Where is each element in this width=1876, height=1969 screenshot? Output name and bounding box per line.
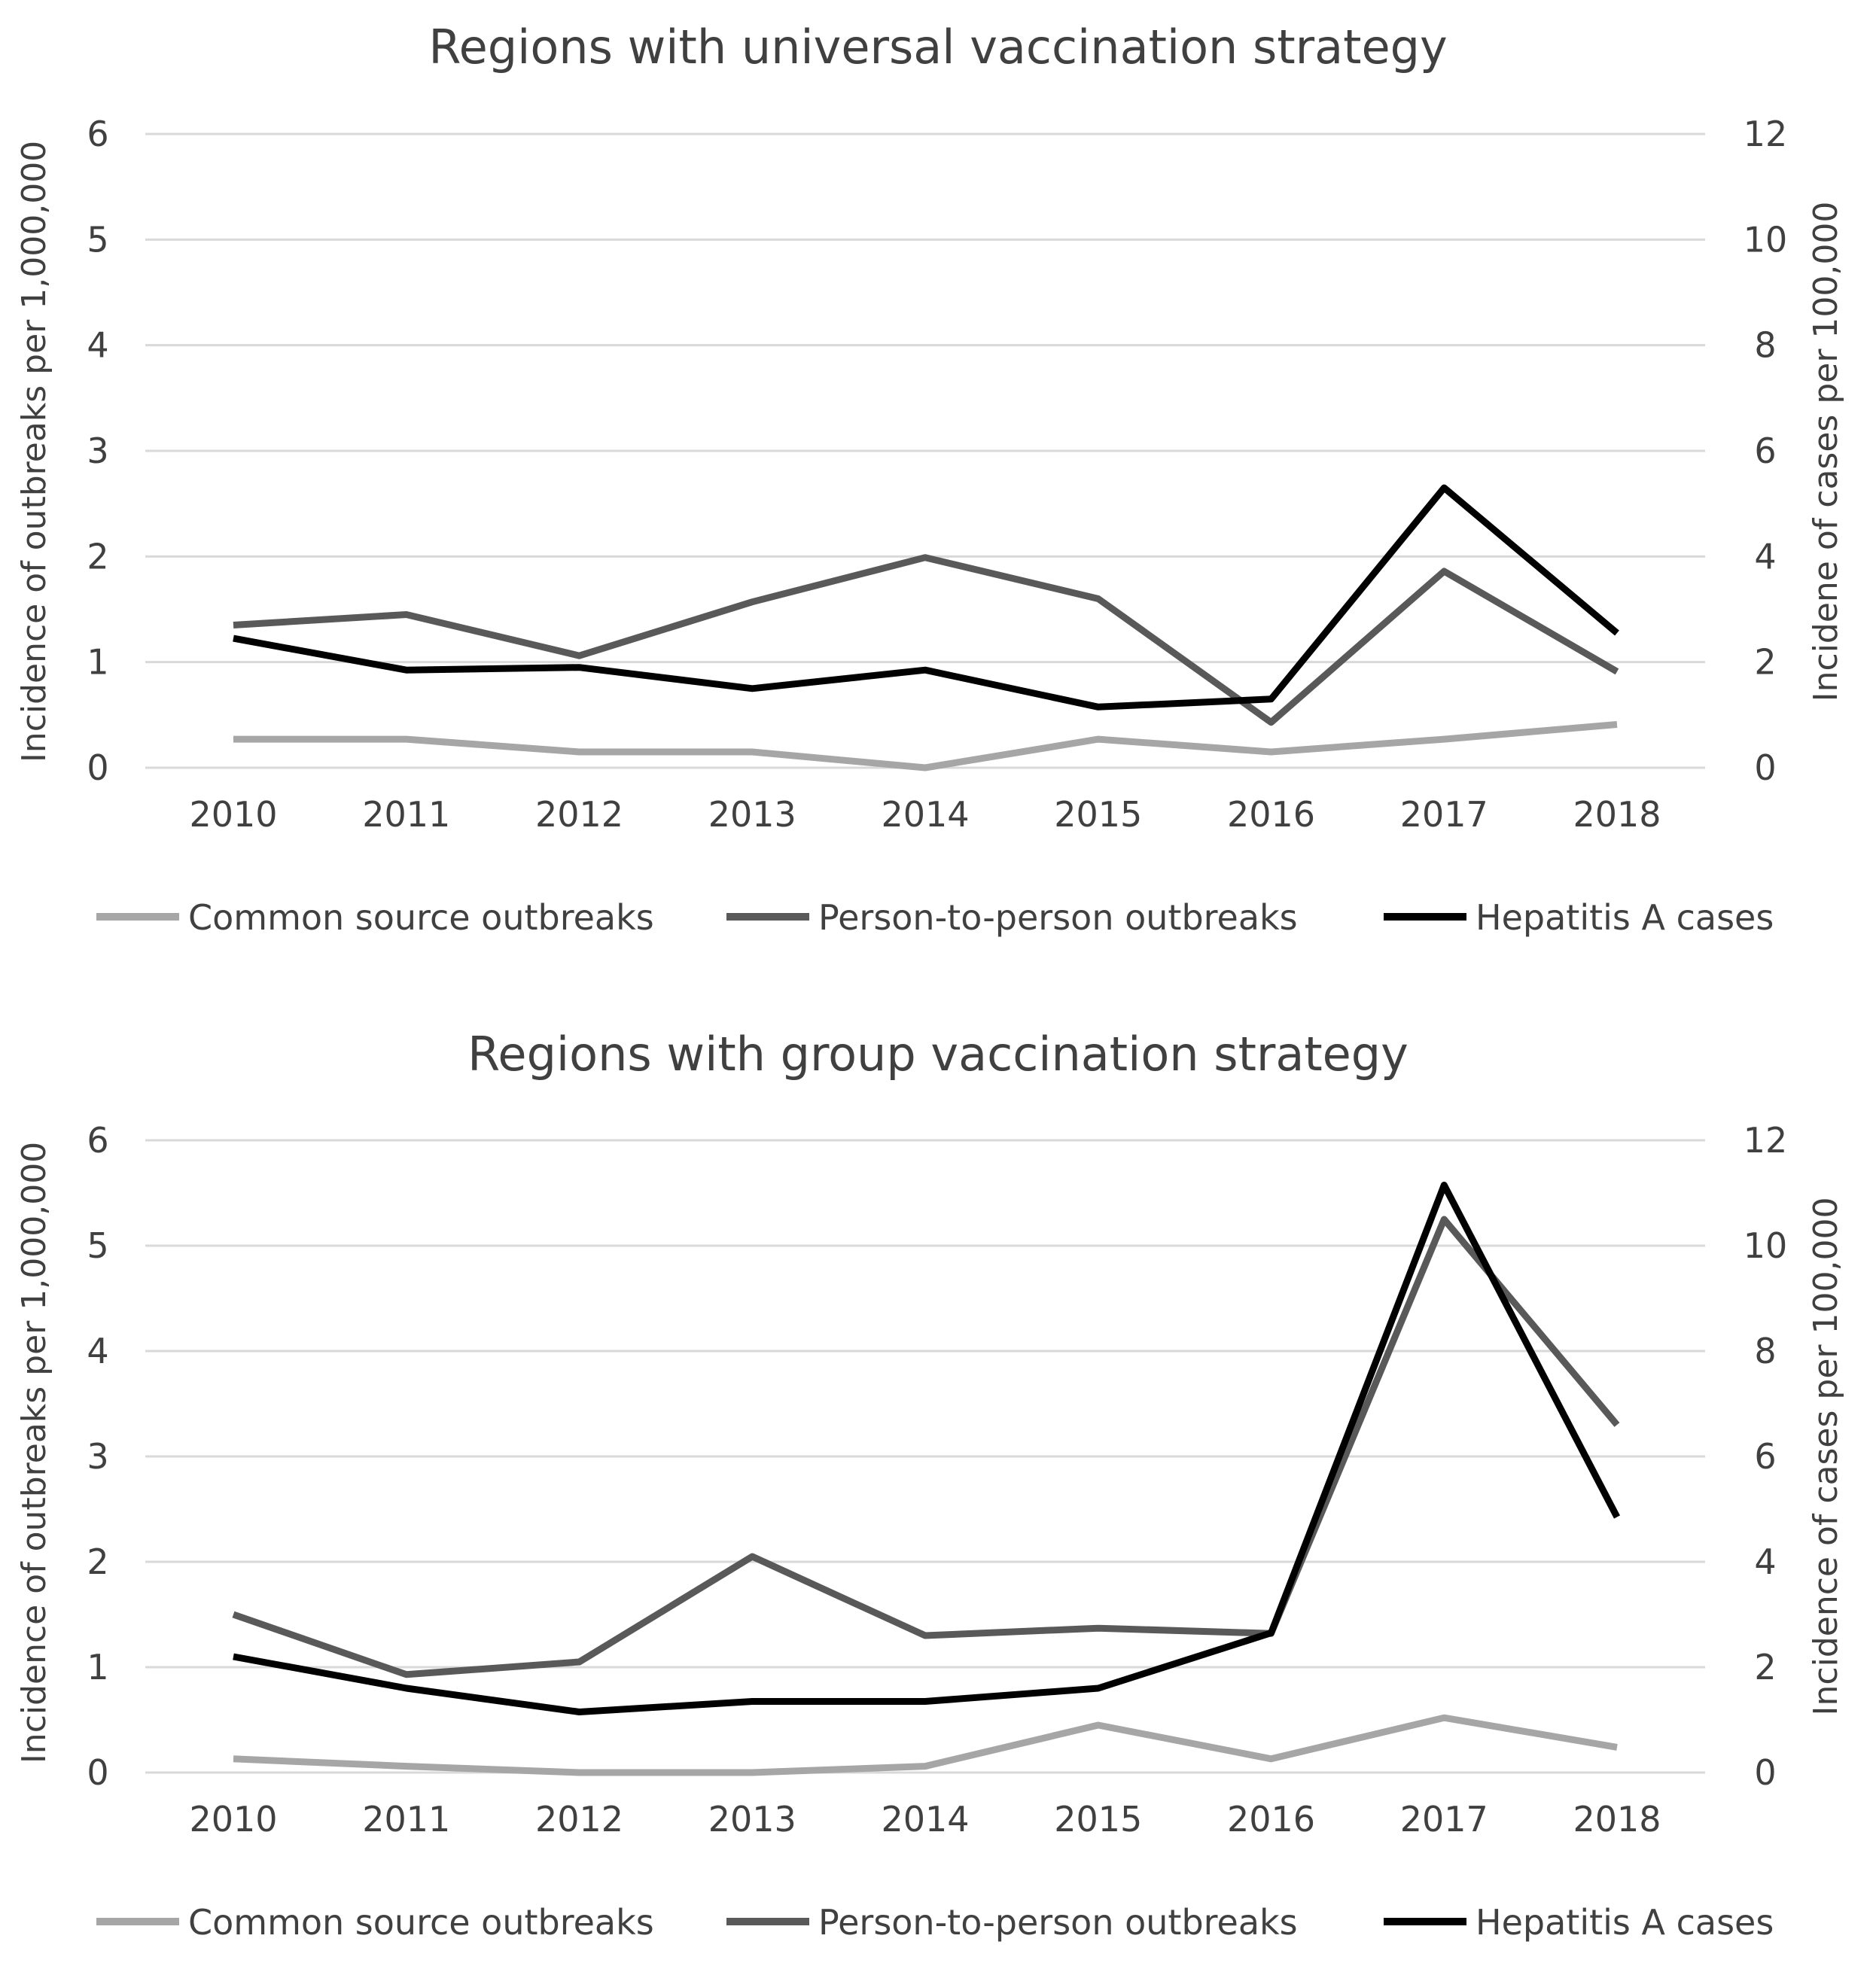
x-tick-label: 2015 (1054, 794, 1142, 835)
chart-group-vaccination: Regions with group vaccination strategy 0… (15, 1027, 1845, 1943)
y-right-tick-label: 4 (1754, 536, 1776, 577)
x-tick-label: 2017 (1400, 794, 1488, 835)
x-tick-label: 2011 (362, 1799, 450, 1840)
y-left-tick-label: 3 (87, 1436, 108, 1477)
y-left-tick-label: 1 (87, 1647, 108, 1687)
y-left-tick-label: 2 (87, 1541, 108, 1582)
y-left-tick-label: 0 (87, 1752, 108, 1793)
legend-label: Hepatitis A cases (1476, 897, 1774, 938)
x-tick-label: 2013 (708, 794, 796, 835)
y-left-axis-title: Incidence of outbreaks per 1,000,000 (15, 141, 53, 762)
y-right-tick-label: 0 (1754, 747, 1776, 788)
y-left-tick-label: 3 (87, 431, 108, 471)
chart-title: Regions with group vaccination strategy (467, 1027, 1409, 1082)
legend-label: Person-to-person outbreaks (818, 897, 1298, 938)
y-right-axis-title: Incidene of cases per 100,000 (1807, 202, 1845, 702)
y-right-tick-label: 8 (1754, 1331, 1776, 1371)
x-tick-label: 2014 (881, 794, 969, 835)
y-left-tick-label: 5 (87, 219, 108, 260)
series-line-hepatitis-a-cases (233, 1182, 1620, 1715)
y-right-tick-label: 6 (1754, 431, 1776, 471)
x-tick-label: 2016 (1227, 1799, 1315, 1840)
y-right-tick-label: 0 (1754, 1752, 1776, 1793)
chart-universal-vaccination: Regions with universal vaccination strat… (15, 20, 1845, 938)
series-line-person-to-person-outbreaks (233, 554, 1619, 726)
series-line-hepatitis-a-cases (233, 484, 1619, 711)
x-tick-label: 2012 (535, 794, 623, 835)
y-right-tick-label: 2 (1754, 642, 1776, 683)
x-tick-label: 2017 (1400, 1799, 1488, 1840)
y-left-tick-label: 6 (87, 114, 108, 154)
y-left-tick-label: 6 (87, 1120, 108, 1161)
y-right-tick-label: 10 (1744, 219, 1788, 260)
y-right-tick-label: 4 (1754, 1541, 1776, 1582)
x-tick-label: 2013 (708, 1799, 796, 1840)
x-tick-label: 2011 (362, 794, 450, 835)
y-right-tick-label: 8 (1754, 325, 1776, 366)
x-tick-label: 2018 (1573, 1799, 1661, 1840)
legend-label: Common source outbreaks (188, 897, 654, 938)
x-tick-label: 2010 (189, 1799, 277, 1840)
y-right-axis-title: Incidence of cases per 100,000 (1807, 1198, 1845, 1716)
chart-title: Regions with universal vaccination strat… (428, 20, 1447, 75)
x-tick-label: 2018 (1573, 794, 1661, 835)
series-line-common-source-outbreaks (233, 1714, 1618, 1776)
x-tick-label: 2014 (881, 1799, 969, 1840)
y-right-tick-label: 2 (1754, 1647, 1776, 1687)
legend-label: Hepatitis A cases (1476, 1902, 1774, 1943)
y-left-tick-label: 0 (87, 747, 108, 788)
x-tick-label: 2012 (535, 1799, 623, 1840)
x-tick-label: 2010 (189, 794, 277, 835)
y-left-tick-label: 1 (87, 642, 108, 683)
legend-label: Person-to-person outbreaks (818, 1902, 1298, 1943)
series-line-person-to-person-outbreaks (232, 1216, 1620, 1678)
legend-label: Common source outbreaks (188, 1902, 654, 1943)
y-right-tick-label: 10 (1744, 1225, 1788, 1266)
x-tick-label: 2016 (1227, 794, 1315, 835)
y-left-axis-title: Incidence of outbreaks per 1,000,000 (15, 1142, 53, 1764)
y-left-tick-label: 4 (87, 1331, 108, 1371)
y-right-tick-label: 12 (1744, 1120, 1788, 1161)
series-line-common-source-outbreaks (233, 721, 1618, 771)
y-left-tick-label: 5 (87, 1225, 108, 1266)
y-left-tick-label: 4 (87, 325, 108, 366)
y-right-tick-label: 6 (1754, 1436, 1776, 1477)
y-right-tick-label: 12 (1744, 114, 1788, 154)
y-left-tick-label: 2 (87, 536, 108, 577)
x-tick-label: 2015 (1054, 1799, 1142, 1840)
